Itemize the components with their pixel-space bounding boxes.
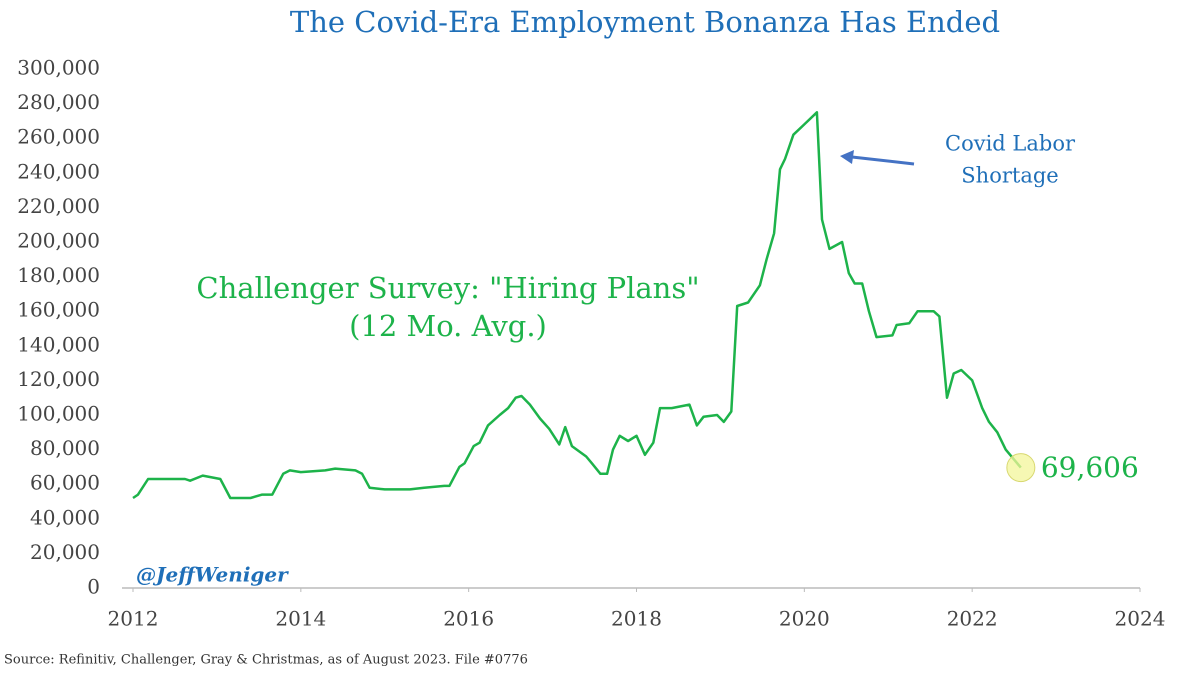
line <box>132 111 1022 500</box>
y-tick-label: 40,000 <box>30 505 100 529</box>
y-tick-label: 180,000 <box>17 263 100 287</box>
x-tick-label: 2018 <box>611 607 662 631</box>
value-label: 69,606 <box>1041 451 1139 484</box>
annotation-arrow <box>840 150 915 166</box>
y-tick-label: 100,000 <box>17 402 100 426</box>
annotation: Covid Labor <box>945 132 1076 156</box>
y-tick-label: 280,000 <box>17 90 100 114</box>
highlight-point <box>1006 453 1036 483</box>
handle: @JeffWeniger <box>136 563 289 587</box>
y-tick-label: 20,000 <box>30 540 100 564</box>
chart-title: The Covid-Era Employment Bonanza Has End… <box>290 5 1000 39</box>
y-tick-label: 60,000 <box>30 471 100 495</box>
x-tick-label: 2012 <box>108 607 159 631</box>
series-label: Challenger Survey: "Hiring Plans" <box>196 271 699 305</box>
y-tick-label: 80,000 <box>30 436 100 460</box>
y-tick-label: 200,000 <box>17 229 100 253</box>
y-tick-label: 240,000 <box>17 159 100 183</box>
x-tick-label: 2016 <box>443 607 494 631</box>
y-tick-label: 260,000 <box>17 125 100 149</box>
x-tick-label: 2022 <box>947 607 998 631</box>
x-tick-label: 2014 <box>275 607 326 631</box>
x-tick-label: 2024 <box>1115 607 1166 631</box>
y-tick-label: 160,000 <box>17 298 100 322</box>
y-tick-label: 220,000 <box>17 194 100 218</box>
y-tick-label: 300,000 <box>17 56 100 80</box>
x-tick-label: 2020 <box>779 607 830 631</box>
y-tick-label: 0 <box>87 575 100 599</box>
source: Source: Refinitiv, Challenger, Gray & Ch… <box>4 653 528 668</box>
series-label: (12 Mo. Avg.) <box>349 309 547 343</box>
y-tick-label: 120,000 <box>17 367 100 391</box>
annotation: Shortage <box>961 164 1058 188</box>
y-tick-label: 140,000 <box>17 332 100 356</box>
